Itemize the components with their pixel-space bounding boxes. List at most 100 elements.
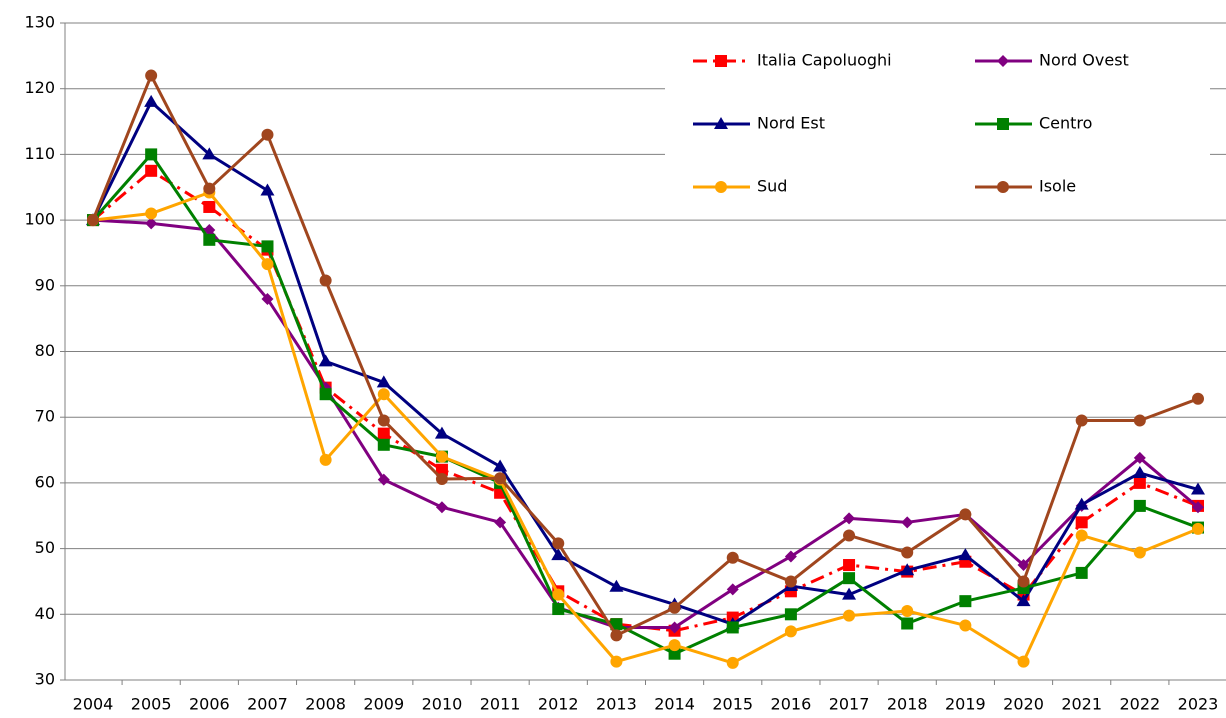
marker — [843, 572, 856, 585]
marker — [610, 629, 623, 642]
marker — [1133, 476, 1146, 489]
marker — [377, 438, 390, 451]
marker — [144, 94, 159, 107]
marker — [901, 605, 914, 618]
x-tick-label: 2012 — [538, 695, 579, 714]
marker — [958, 548, 973, 561]
x-tick-label: 2010 — [422, 695, 463, 714]
marker — [726, 656, 739, 669]
x-tick-label: 2014 — [654, 695, 695, 714]
marker — [726, 551, 739, 564]
marker — [1016, 594, 1031, 607]
x-tick-label: 2019 — [945, 695, 986, 714]
marker — [1133, 414, 1146, 427]
marker — [552, 603, 565, 616]
marker — [552, 588, 565, 601]
marker — [145, 148, 158, 161]
marker — [318, 354, 333, 367]
legend-marker — [714, 117, 728, 129]
marker — [959, 508, 972, 521]
y-tick-label: 70 — [35, 407, 55, 426]
x-tick-label: 2007 — [247, 695, 288, 714]
marker — [843, 512, 856, 525]
marker — [494, 472, 507, 485]
marker — [377, 414, 390, 427]
x-tick-label: 2022 — [1119, 695, 1160, 714]
series-line — [92, 191, 1199, 665]
marker — [1017, 559, 1030, 572]
marker — [319, 388, 332, 401]
marker — [203, 182, 216, 195]
x-tick-label: 2023 — [1178, 695, 1219, 714]
marker — [145, 69, 158, 82]
marker — [551, 548, 566, 561]
marker — [1132, 466, 1147, 479]
marker — [1192, 392, 1204, 405]
marker — [261, 240, 274, 253]
marker — [203, 200, 216, 213]
marker — [376, 375, 391, 388]
series-line — [92, 169, 1199, 633]
marker — [610, 655, 623, 668]
x-tick-label: 2006 — [189, 695, 230, 714]
marker — [784, 575, 797, 588]
marker — [435, 501, 448, 514]
legend-label: Nord Ovest — [1039, 51, 1129, 70]
legend-label: Sud — [757, 177, 787, 196]
y-tick-label: 100 — [24, 210, 55, 229]
series-line — [92, 218, 1199, 629]
legend-label: Italia Capoluoghi — [757, 51, 892, 70]
marker — [260, 183, 275, 196]
x-tick-label: 2013 — [596, 695, 637, 714]
x-tick-label: 2004 — [73, 695, 114, 714]
marker — [145, 217, 158, 230]
marker — [1192, 501, 1204, 514]
marker — [203, 233, 216, 246]
x-tick-label: 2008 — [305, 695, 346, 714]
marker — [377, 427, 390, 440]
marker — [552, 537, 565, 550]
legend-marker — [997, 118, 1009, 130]
x-tick-label: 2020 — [1003, 695, 1044, 714]
marker — [959, 619, 972, 632]
legend-box — [665, 38, 1210, 216]
x-tick-label: 2015 — [712, 695, 753, 714]
legend-marker — [715, 55, 727, 67]
x-tick-label: 2009 — [363, 695, 404, 714]
series-line — [91, 152, 1199, 656]
legend-marker — [715, 181, 727, 193]
legend-marker — [997, 181, 1009, 193]
marker — [1133, 546, 1146, 559]
marker — [784, 608, 797, 621]
y-tick-label: 30 — [35, 670, 55, 689]
marker — [784, 625, 797, 638]
marker — [434, 426, 449, 439]
marker — [493, 459, 508, 472]
marker — [202, 147, 217, 160]
marker — [435, 472, 448, 485]
marker — [610, 618, 623, 631]
marker — [1074, 497, 1089, 510]
marker — [1075, 566, 1088, 579]
marker — [901, 617, 914, 630]
marker — [726, 621, 739, 634]
legend-marker — [997, 55, 1009, 67]
marker — [959, 595, 972, 608]
y-tick-label: 40 — [35, 604, 55, 623]
x-tick-label: 2016 — [771, 695, 812, 714]
marker — [261, 258, 274, 271]
legend-label: Isole — [1039, 177, 1076, 196]
y-tick-label: 120 — [24, 78, 55, 97]
marker — [842, 587, 857, 600]
marker — [901, 546, 914, 559]
marker — [1075, 516, 1088, 529]
marker — [1017, 655, 1030, 668]
marker — [435, 450, 448, 463]
legend-label: Centro — [1039, 114, 1092, 133]
marker — [1192, 522, 1204, 535]
marker — [843, 609, 856, 622]
y-tick-label: 80 — [35, 341, 55, 360]
series-line — [91, 74, 1199, 637]
y-tick-label: 50 — [35, 538, 55, 557]
